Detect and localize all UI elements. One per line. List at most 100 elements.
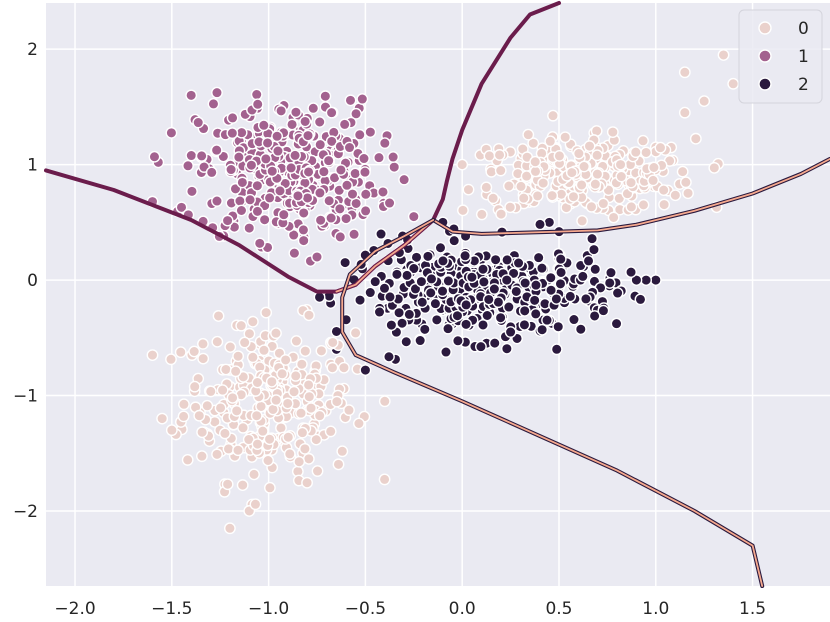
data-point-class-0 — [727, 77, 740, 90]
data-point-class-0 — [177, 410, 190, 423]
data-point-class-2 — [544, 271, 557, 284]
data-point-class-0 — [487, 192, 500, 205]
data-point-class-2 — [436, 285, 449, 298]
data-point-class-0 — [313, 409, 326, 422]
data-point-class-2 — [574, 323, 587, 336]
data-point-class-0 — [193, 409, 206, 422]
data-point-class-0 — [246, 351, 259, 364]
data-point-class-1 — [253, 237, 266, 250]
data-point-class-1 — [373, 151, 385, 164]
data-point-class-0 — [678, 106, 691, 119]
data-point-class-2 — [393, 306, 405, 319]
data-point-class-1 — [307, 102, 320, 115]
data-point-class-0 — [647, 174, 660, 187]
data-point-class-2 — [396, 317, 408, 330]
data-point-class-2 — [330, 325, 343, 338]
data-point-class-0 — [238, 336, 251, 349]
data-point-class-2 — [477, 319, 489, 331]
data-point-class-0 — [295, 407, 307, 420]
data-point-class-2 — [400, 335, 413, 348]
data-point-class-0 — [270, 327, 282, 340]
data-point-class-1 — [356, 93, 369, 105]
data-point-class-1 — [314, 138, 327, 151]
data-point-class-1 — [251, 98, 264, 111]
data-point-class-0 — [625, 200, 638, 213]
data-point-class-0 — [282, 431, 295, 444]
data-point-class-0 — [678, 66, 691, 79]
data-point-class-2 — [501, 254, 514, 266]
data-point-class-1 — [175, 201, 188, 214]
data-point-class-0 — [336, 445, 349, 458]
data-point-class-2 — [410, 251, 423, 264]
data-point-class-2 — [492, 296, 505, 309]
data-point-class-0 — [547, 109, 559, 122]
data-point-class-1 — [334, 164, 347, 176]
x-tick-label: 0.0 — [449, 599, 476, 619]
data-point-class-2 — [359, 364, 372, 377]
data-point-class-0 — [224, 341, 237, 353]
data-point-class-1 — [387, 151, 400, 163]
data-point-class-0 — [689, 132, 702, 145]
data-point-class-2 — [649, 274, 662, 286]
data-point-class-0 — [201, 399, 214, 412]
boundary-line-2-0-inner — [341, 219, 764, 587]
data-point-class-2 — [460, 298, 473, 311]
y-tick-label: 1 — [27, 156, 38, 176]
data-point-class-2 — [451, 309, 464, 322]
data-point-class-2 — [502, 301, 515, 313]
data-point-class-0 — [204, 385, 217, 398]
data-point-class-0 — [283, 448, 296, 460]
x-tick-label: −1.5 — [151, 599, 192, 619]
data-point-class-2 — [530, 279, 542, 292]
data-point-class-2 — [378, 282, 391, 295]
data-point-class-0 — [679, 176, 692, 189]
data-point-class-0 — [270, 394, 283, 407]
data-point-class-0 — [338, 361, 350, 374]
data-point-class-2 — [448, 234, 461, 247]
data-point-class-0 — [331, 395, 343, 408]
data-point-class-0 — [279, 354, 292, 366]
x-tick-label: −2.0 — [54, 599, 95, 619]
data-point-class-0 — [575, 179, 588, 191]
data-point-class-1 — [205, 166, 218, 179]
data-point-class-0 — [212, 310, 225, 322]
data-point-class-0 — [248, 468, 260, 481]
y-tick-label: 0 — [27, 271, 38, 291]
data-point-class-0 — [324, 425, 337, 438]
data-point-class-0 — [165, 353, 177, 366]
data-point-class-2 — [373, 306, 386, 318]
data-point-class-0 — [502, 180, 515, 192]
data-point-class-1 — [341, 179, 353, 192]
data-point-class-2 — [519, 277, 532, 289]
data-point-class-0 — [546, 189, 559, 202]
data-point-class-1 — [226, 127, 239, 140]
data-point-class-1 — [186, 185, 198, 198]
data-point-class-1 — [325, 135, 338, 148]
data-point-class-0 — [232, 444, 244, 457]
data-point-class-0 — [249, 498, 262, 511]
data-point-class-0 — [475, 208, 488, 221]
data-point-class-0 — [196, 426, 209, 439]
boundary-line-0-2-inner — [432, 158, 830, 235]
data-point-class-1 — [286, 118, 298, 131]
data-point-class-0 — [311, 465, 324, 477]
data-point-class-1 — [277, 208, 290, 221]
data-point-class-0 — [216, 384, 229, 397]
data-point-class-0 — [196, 450, 208, 463]
data-point-class-0 — [230, 404, 243, 417]
data-point-class-1 — [289, 149, 301, 162]
data-point-class-0 — [281, 397, 294, 410]
data-point-class-1 — [185, 149, 198, 162]
data-point-class-1 — [297, 234, 310, 247]
data-point-class-2 — [576, 270, 589, 283]
data-point-class-0 — [531, 190, 544, 202]
data-point-class-0 — [637, 134, 649, 147]
data-point-class-2 — [488, 337, 501, 350]
data-point-class-0 — [220, 363, 232, 376]
data-point-class-0 — [572, 147, 585, 160]
data-point-class-2 — [384, 290, 396, 303]
data-point-class-2 — [625, 266, 637, 279]
x-tick-label: 1.5 — [739, 599, 766, 619]
data-point-class-0 — [637, 198, 650, 211]
data-point-class-1 — [251, 179, 264, 192]
